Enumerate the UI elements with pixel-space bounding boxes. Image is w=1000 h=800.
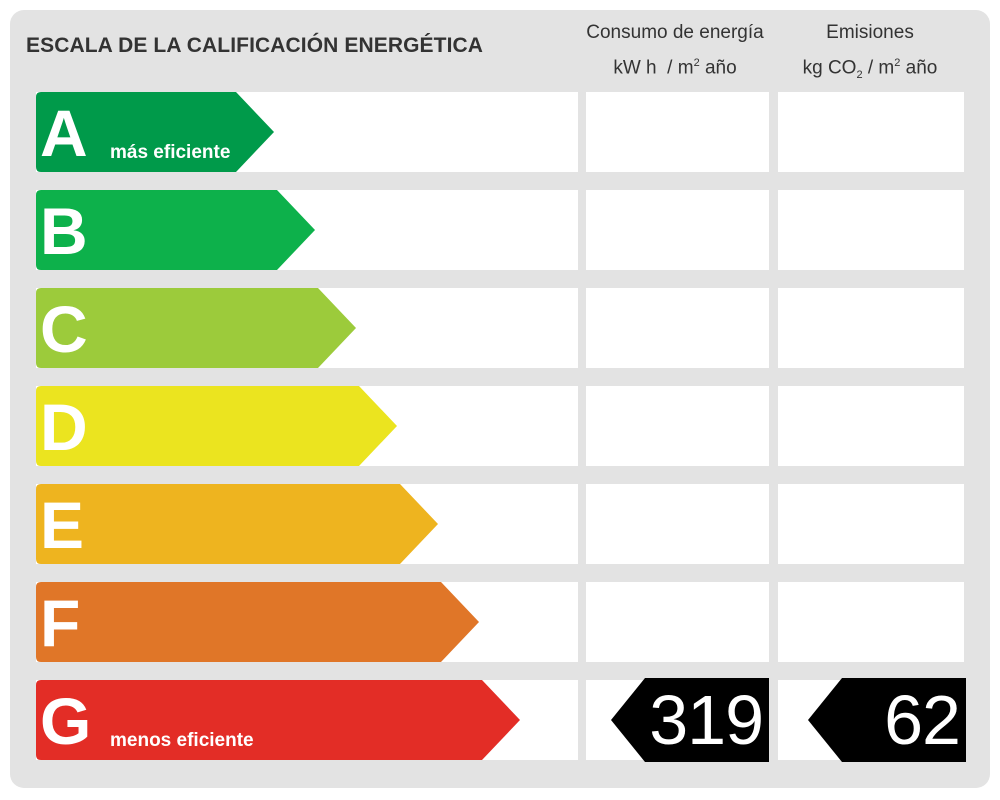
- emissions-column-header: Emisiones kg CO2 / m2 año: [770, 18, 970, 90]
- energy-value-tag: 319: [611, 678, 769, 762]
- emissions-cell-d: [778, 386, 964, 466]
- energy-header-unit: kW h / m2 año: [613, 57, 737, 79]
- energy-header-line1: Consumo de energía: [586, 22, 764, 43]
- energy-cell-a: [586, 92, 769, 172]
- energy-column-header: Consumo de energía kW h / m2 año: [575, 18, 775, 83]
- class-arrow-shape-b: [36, 190, 315, 270]
- class-arrow-b: [36, 190, 315, 270]
- energy-value-tag-text: 319: [649, 681, 764, 759]
- emissions-value-tag: 62: [808, 678, 966, 762]
- emissions-cell-e: [778, 484, 964, 564]
- class-arrow-d: [36, 386, 397, 466]
- class-arrow-shape-c: [36, 288, 356, 368]
- emissions-header-line1: Emisiones: [826, 22, 914, 43]
- class-letter-e: E: [40, 488, 85, 562]
- class-arrow-f: [36, 582, 479, 662]
- class-letter-d: D: [40, 390, 88, 464]
- emissions-cell-c: [778, 288, 964, 368]
- emissions-header-unit: kg CO2 / m2 año: [802, 57, 938, 82]
- energy-cell-c: [586, 288, 769, 368]
- class-arrow-a: [36, 92, 274, 172]
- class-arrow-shape-e: [36, 484, 438, 564]
- class-arrow-shape-a: [36, 92, 274, 172]
- class-label-g: menos eficiente: [110, 730, 254, 751]
- class-letter-c: C: [40, 292, 88, 366]
- class-arrow-shape-f: [36, 582, 479, 662]
- energy-cell-b: [586, 190, 769, 270]
- class-arrow-g: [36, 680, 520, 760]
- energy-cell-e: [586, 484, 769, 564]
- class-arrow-e: [36, 484, 438, 564]
- emissions-cell-b: [778, 190, 964, 270]
- energy-value-tag-shape: [611, 678, 769, 762]
- class-arrow-shape-d: [36, 386, 397, 466]
- emissions-cell-a: [778, 92, 964, 172]
- class-arrow-c: [36, 288, 356, 368]
- energy-cell-d: [586, 386, 769, 466]
- class-arrow-shape-g: [36, 680, 520, 760]
- class-label-a: más eficiente: [110, 142, 231, 163]
- class-letter-a: A: [40, 96, 88, 170]
- chart-title: ESCALA DE LA CALIFICACIÓN ENERGÉTICA: [26, 34, 484, 57]
- energy-cell-f: [586, 582, 769, 662]
- emissions-value-tag-text: 62: [884, 681, 961, 759]
- class-letter-f: F: [40, 586, 81, 660]
- emissions-value-tag-shape: [808, 678, 966, 762]
- emissions-cell-f: [778, 582, 964, 662]
- class-letter-b: B: [40, 194, 88, 268]
- class-letter-g: G: [40, 684, 92, 758]
